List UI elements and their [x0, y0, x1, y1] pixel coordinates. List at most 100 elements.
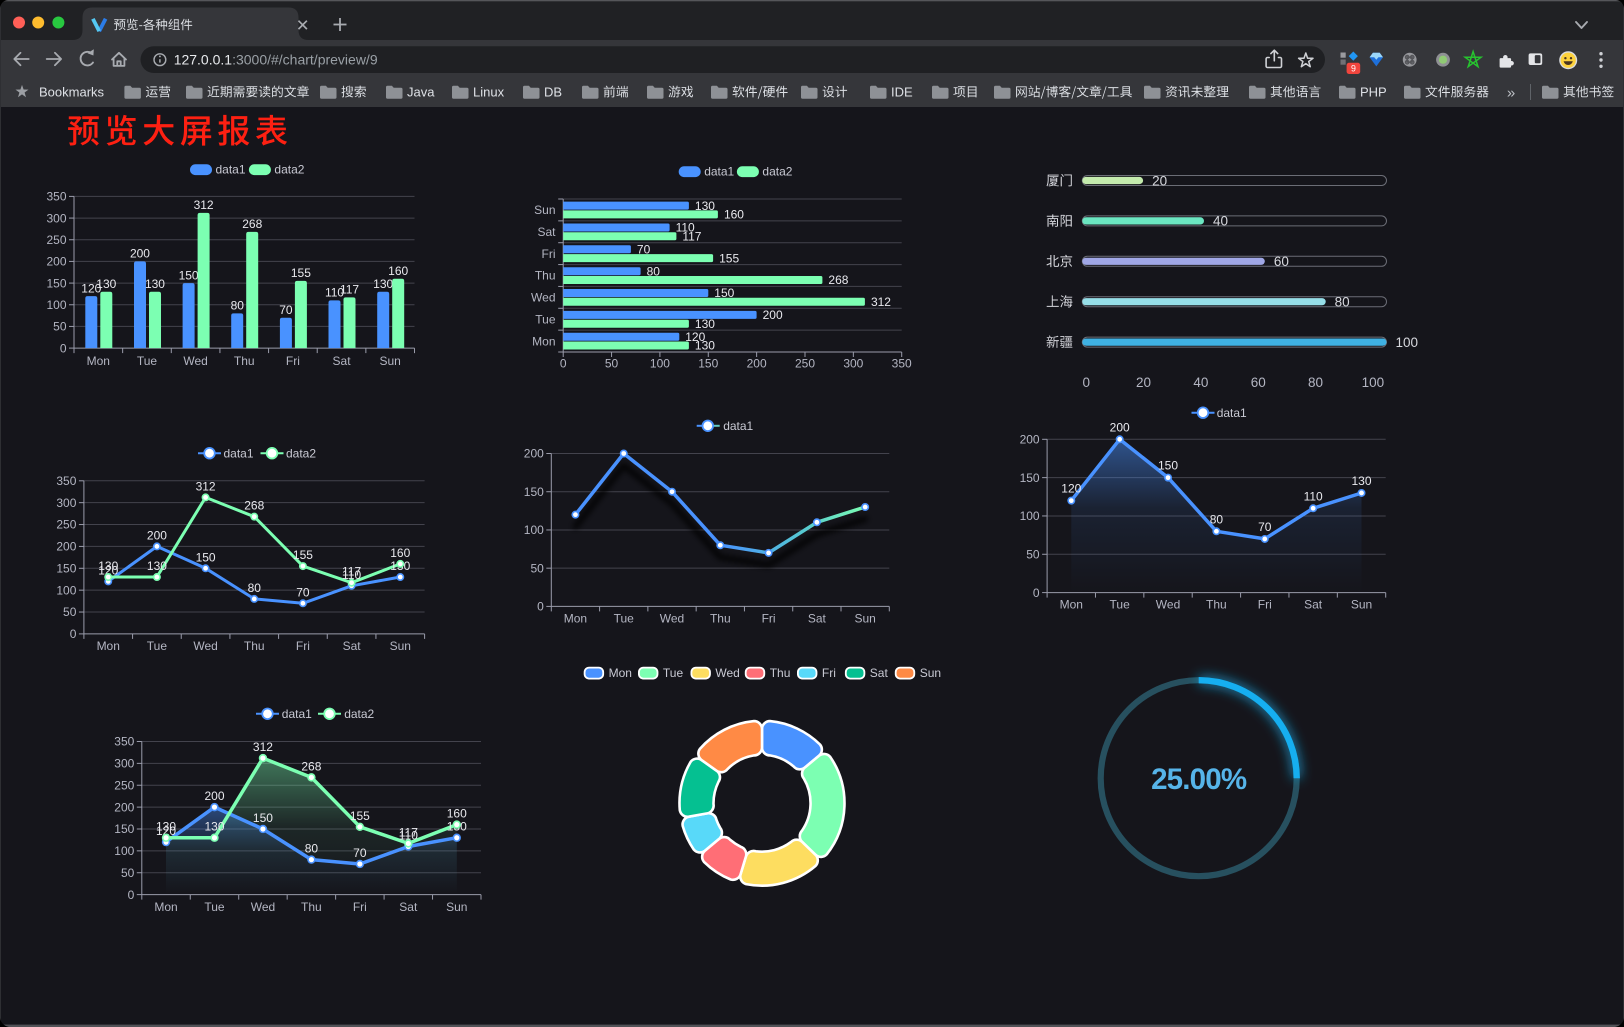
svg-text:data2: data2: [762, 165, 792, 179]
svg-text:200: 200: [524, 447, 544, 461]
svg-text:120: 120: [1061, 482, 1081, 496]
svg-text:312: 312: [253, 740, 273, 754]
svg-text:Tue: Tue: [614, 611, 635, 625]
svg-text:200: 200: [46, 255, 66, 269]
svg-text:130: 130: [695, 199, 715, 213]
svg-text:70: 70: [279, 303, 293, 317]
svg-text:250: 250: [114, 778, 134, 792]
svg-text:110: 110: [342, 568, 361, 582]
svg-text:Thu: Thu: [535, 269, 556, 283]
svg-text:120: 120: [98, 563, 118, 577]
svg-text:100: 100: [114, 844, 134, 858]
svg-text:»: »: [1507, 85, 1515, 102]
svg-text:300: 300: [114, 757, 134, 771]
svg-text:100: 100: [524, 523, 544, 537]
svg-text:50: 50: [63, 605, 77, 619]
svg-text:Thu: Thu: [301, 900, 322, 914]
svg-text:130: 130: [98, 559, 118, 573]
svg-text:268: 268: [242, 217, 262, 231]
svg-text:0: 0: [128, 888, 135, 902]
svg-text:Sun: Sun: [534, 203, 555, 217]
svg-text:0: 0: [560, 357, 567, 371]
svg-text:150: 150: [56, 561, 76, 575]
svg-text:data1: data1: [216, 163, 246, 177]
svg-text:Fri: Fri: [822, 666, 836, 680]
svg-text:130: 130: [695, 339, 715, 353]
svg-text:110: 110: [676, 221, 695, 235]
svg-text:150: 150: [1158, 459, 1178, 473]
svg-text:Tue: Tue: [147, 639, 168, 653]
svg-text:Wed: Wed: [183, 354, 207, 368]
svg-text:data1: data1: [704, 165, 734, 179]
svg-text:312: 312: [871, 295, 891, 309]
svg-text:Fri: Fri: [353, 900, 367, 914]
svg-text:Tue: Tue: [204, 900, 225, 914]
svg-text:0: 0: [1033, 586, 1040, 600]
svg-text:Fri: Fri: [1258, 598, 1272, 612]
svg-text:IDE: IDE: [891, 85, 913, 100]
svg-text:130: 130: [145, 277, 165, 291]
svg-text:Sun: Sun: [446, 900, 467, 914]
svg-text:120: 120: [685, 330, 705, 344]
svg-text:200: 200: [763, 308, 783, 322]
svg-text:312: 312: [194, 198, 214, 212]
svg-text:117: 117: [340, 283, 359, 297]
svg-text:60: 60: [1274, 254, 1289, 269]
svg-text:150: 150: [196, 550, 216, 564]
svg-text:Wed: Wed: [193, 639, 217, 653]
svg-text:Sat: Sat: [1304, 598, 1323, 612]
svg-text:Sun: Sun: [854, 611, 875, 625]
svg-text:130: 130: [147, 559, 167, 573]
svg-text:200: 200: [204, 789, 224, 803]
svg-text:350: 350: [892, 357, 912, 371]
svg-text:80: 80: [305, 842, 319, 856]
svg-text:Tue: Tue: [137, 354, 158, 368]
svg-text:20: 20: [1152, 173, 1167, 188]
svg-text:Thu: Thu: [710, 611, 731, 625]
svg-text:40: 40: [1213, 214, 1228, 229]
svg-text:0: 0: [60, 341, 67, 355]
svg-text:40: 40: [1193, 375, 1208, 390]
svg-text:50: 50: [121, 866, 135, 880]
svg-text:data2: data2: [344, 707, 374, 721]
svg-text:150: 150: [114, 822, 134, 836]
svg-text:200: 200: [1110, 420, 1130, 434]
svg-text:70: 70: [637, 243, 651, 257]
svg-text:300: 300: [843, 357, 863, 371]
svg-text:155: 155: [350, 809, 370, 823]
svg-text:250: 250: [46, 233, 66, 247]
svg-text:150: 150: [524, 485, 544, 499]
svg-text:Java: Java: [407, 85, 435, 100]
svg-text:Bookmarks: Bookmarks: [39, 85, 105, 100]
svg-text:110: 110: [1304, 489, 1323, 503]
svg-text:268: 268: [244, 499, 264, 513]
svg-text:Wed: Wed: [715, 666, 739, 680]
svg-text:130: 130: [1351, 474, 1371, 488]
svg-text:Linux: Linux: [473, 85, 505, 100]
svg-text:Fri: Fri: [296, 639, 310, 653]
svg-text:160: 160: [724, 208, 744, 222]
svg-text:data1: data1: [1217, 406, 1247, 420]
svg-text:70: 70: [1258, 520, 1272, 534]
svg-text:160: 160: [447, 807, 467, 821]
svg-text:50: 50: [1026, 547, 1040, 561]
svg-text:350: 350: [46, 190, 66, 204]
svg-text:Mon: Mon: [532, 334, 555, 348]
svg-text:160: 160: [390, 546, 410, 560]
svg-text:50: 50: [53, 320, 67, 334]
svg-text:117: 117: [399, 825, 418, 839]
svg-text:350: 350: [114, 735, 134, 749]
svg-text:268: 268: [828, 273, 848, 287]
svg-text:Mon: Mon: [97, 639, 120, 653]
svg-text:155: 155: [719, 251, 739, 265]
svg-text:Sat: Sat: [870, 666, 889, 680]
svg-text:Fri: Fri: [286, 354, 300, 368]
svg-text:80: 80: [248, 581, 262, 595]
svg-text:25.00%: 25.00%: [1151, 763, 1247, 796]
svg-text:120: 120: [81, 281, 101, 295]
svg-text:Fri: Fri: [762, 611, 776, 625]
svg-text:50: 50: [605, 357, 619, 371]
svg-text:Thu: Thu: [234, 354, 255, 368]
svg-text:150: 150: [46, 276, 66, 290]
svg-text:Thu: Thu: [770, 666, 791, 680]
